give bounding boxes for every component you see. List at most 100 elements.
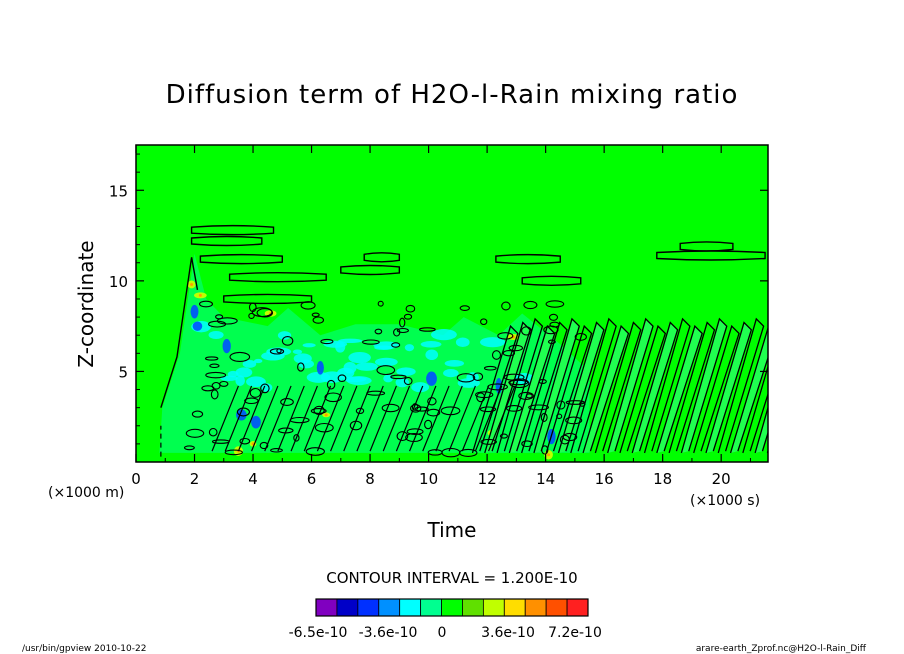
contour-loop: [376, 365, 396, 376]
cyan-patch: [302, 343, 316, 348]
y-tick-label: 5: [118, 363, 128, 381]
wave-contour: [766, 448, 768, 454]
contour-loop: [547, 339, 556, 345]
wave-contour: [792, 319, 837, 453]
contour-loop: [297, 362, 305, 372]
contour-loop: [491, 350, 502, 360]
colorbar-swatch: [399, 598, 422, 617]
contour-loop: [508, 344, 524, 352]
contour-loop: [459, 305, 470, 311]
contour-loop: [528, 404, 550, 411]
contour-loop: [559, 434, 570, 445]
cyan-patch: [444, 360, 465, 367]
contour-loop: [396, 431, 409, 442]
x-tick-label: 16: [595, 470, 614, 488]
wave-contour: [382, 385, 411, 452]
contour-loop: [244, 397, 259, 405]
contour-loop: [256, 308, 274, 318]
blue-core: [192, 321, 203, 331]
contour-loop: [239, 437, 251, 445]
cyan-patch: [404, 344, 415, 352]
contour-loop: [185, 428, 205, 438]
y-axis: 5 10 15: [109, 153, 768, 445]
cyan-patch: [320, 371, 344, 383]
contour-loop: [411, 403, 419, 411]
contour-loop: [562, 432, 578, 442]
contour-line: [340, 264, 401, 276]
contour-loop: [525, 393, 533, 399]
y-unit-label: (×1000 m): [48, 485, 124, 501]
contour-loop: [396, 327, 409, 334]
wave-contour: [343, 385, 371, 452]
x-tick-label: 12: [478, 470, 497, 488]
wave-contour: [717, 317, 765, 454]
contour-loop: [501, 301, 511, 311]
contour-loop: [278, 427, 294, 434]
colorbar-swatch: [420, 598, 442, 617]
colorbar-tick-label: 3.6e-10: [481, 625, 535, 641]
contour-loop: [248, 302, 257, 313]
contour-loop: [324, 392, 342, 403]
contour-line: [190, 224, 275, 236]
contour-loop: [205, 371, 227, 379]
contour-loop: [503, 373, 525, 381]
contour-loop: [479, 406, 497, 413]
x-tick-label: 20: [712, 470, 731, 488]
colorbar-swatch: [315, 598, 338, 617]
footer-right: arare-earth_Zprof.nc@H2O-l-Rain_Diff: [696, 644, 867, 654]
cyan-patch: [235, 367, 253, 378]
cyan-patch: [261, 351, 285, 361]
contour-loop: [548, 313, 559, 321]
blue-core: [190, 304, 199, 319]
x-unit-label: (×1000 s): [690, 493, 760, 509]
wave-contour: [448, 385, 476, 452]
contour-loop: [320, 338, 334, 345]
x-tick-label: 2: [190, 470, 200, 488]
y-tick-label: 15: [109, 182, 128, 200]
contour-loop: [540, 412, 548, 422]
cyan-patch: [277, 331, 292, 340]
contour-loop: [523, 300, 538, 310]
x-axis: 0 2 4 6 8 10 12 14 16 18 20: [131, 145, 751, 488]
contour-loop: [565, 416, 583, 425]
contour-loop: [521, 326, 532, 336]
wave-contour: [780, 323, 825, 453]
contour-loop: [349, 420, 363, 431]
wave-contour: [251, 385, 279, 452]
wave-contour: [668, 321, 716, 454]
contour-loop: [374, 328, 383, 335]
contour-line: [228, 272, 327, 283]
contour-loop: [381, 403, 400, 413]
wave-contour: [330, 385, 358, 452]
cyan-patch: [254, 358, 263, 364]
wave-contour: [680, 317, 728, 454]
contour-loop: [293, 434, 300, 442]
chart-title: Diffusion term of H2O-l-Rain mixing rati…: [166, 80, 739, 110]
cyan-patch: [298, 359, 314, 369]
colorbar-swatch: [378, 598, 401, 617]
colorbar-swatch: [336, 598, 359, 617]
contour-loop: [483, 365, 497, 371]
footer-left: /usr/bin/gpview 2010-10-22: [22, 644, 146, 654]
cyan-patch: [235, 375, 245, 386]
y-tick-label: 10: [109, 273, 128, 291]
contour-line: [679, 241, 734, 252]
wave-contour: [582, 324, 630, 454]
contour-loop: [579, 401, 586, 407]
contour-loop: [281, 336, 294, 346]
wave-contour: [496, 317, 544, 454]
cyan-patch: [395, 377, 409, 388]
contour-loop: [280, 398, 294, 406]
contour-loop: [289, 416, 310, 424]
cyan-patch: [346, 376, 372, 386]
wave-contour: [607, 317, 654, 454]
cyan-patch: [246, 376, 266, 388]
wave-contour: [303, 385, 332, 452]
wave-contour: [422, 385, 450, 452]
contour-loop: [456, 373, 476, 383]
wave-contour: [742, 364, 768, 454]
cyan-patch: [208, 331, 224, 340]
contour-loop: [505, 405, 523, 412]
cyan-patch: [242, 359, 257, 368]
